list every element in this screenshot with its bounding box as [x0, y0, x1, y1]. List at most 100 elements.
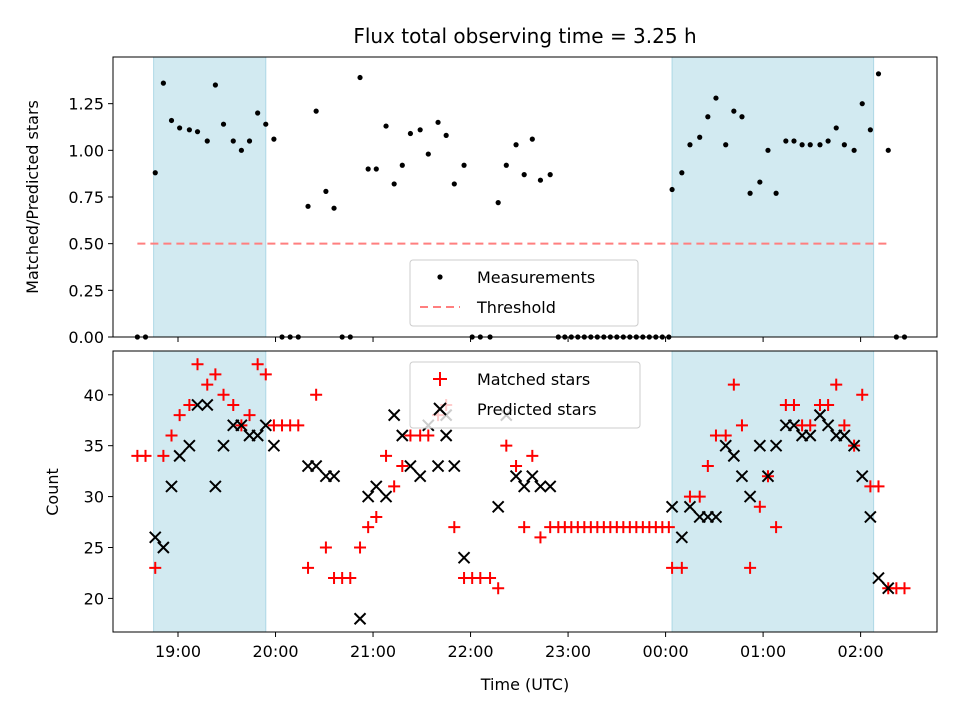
matched-star-point — [838, 419, 851, 432]
y-tick-label: 1.00 — [68, 141, 104, 160]
matched-star-point — [872, 480, 885, 493]
predicted-star-point — [727, 449, 741, 463]
measurement-point — [773, 190, 779, 196]
predicted-star-point — [491, 500, 505, 513]
predicted-star-point — [259, 419, 272, 432]
x-tick-label: 20:00 — [252, 642, 298, 661]
predicted-star-point — [838, 429, 851, 442]
matched-star-point — [201, 378, 214, 391]
matched-star-point — [362, 521, 375, 534]
predicted-star-point — [882, 582, 895, 595]
p1-axes-frame — [112, 350, 938, 633]
matched-star-point — [662, 521, 675, 534]
matched-star-point — [173, 409, 186, 422]
measurement-point — [833, 125, 839, 131]
matched-star-point — [770, 521, 783, 534]
matched-star-point — [510, 460, 523, 473]
measurement-point — [885, 147, 891, 153]
y-tick-label: 0.75 — [68, 188, 104, 207]
predicted-star-point — [709, 510, 723, 524]
matched-star-point — [209, 368, 222, 381]
measurement-point — [851, 147, 857, 153]
predicted-star-point — [864, 510, 877, 524]
matched-star-point — [787, 398, 800, 411]
measurement-point — [383, 123, 389, 129]
matched-star-point — [302, 561, 315, 574]
predicted-star-point — [413, 470, 427, 483]
predicted-star-point — [509, 470, 523, 483]
y-tick-label: 0.50 — [68, 235, 104, 254]
measurement-point — [238, 147, 244, 153]
y-tick-label: 0.25 — [68, 281, 104, 300]
predicted-star-point — [769, 439, 783, 452]
x-tick-label: 19:00 — [155, 642, 201, 661]
matched-star-point — [380, 449, 393, 462]
matched-star-point — [251, 358, 264, 371]
matched-star-point — [534, 531, 547, 544]
predicted-star-point — [856, 470, 869, 483]
matched-star-point — [422, 429, 435, 442]
matched-star-point — [370, 510, 383, 523]
legend-measurements-label: Measurements — [477, 268, 595, 287]
predicted-star-point — [719, 439, 732, 452]
matched-star-point — [518, 521, 531, 534]
predicted-star-point — [448, 459, 461, 473]
matched-star-point — [139, 449, 152, 462]
measurement-point — [204, 138, 210, 144]
y-tick-label: 30 — [84, 488, 104, 507]
measurement-point — [255, 110, 261, 116]
measurement-point — [705, 114, 711, 120]
x-tick-label: 23:00 — [545, 642, 591, 661]
predicted-star-point — [743, 490, 757, 503]
measurement-point — [230, 138, 236, 144]
predicted-star-point — [387, 408, 401, 422]
predicted-star-point — [431, 459, 445, 473]
measurement-point — [547, 172, 553, 178]
matched-star-point — [675, 561, 688, 574]
measurement-point — [451, 181, 457, 187]
predicted-star-point — [534, 480, 547, 493]
matched-star-point — [217, 388, 230, 401]
matched-star-point — [319, 541, 332, 554]
top-panel: 0.00 0.25 0.50 0.75 1.00 1.25 Matched/Predict… — [23, 56, 938, 347]
predicted-star-point — [761, 470, 775, 483]
predicted-star-point — [517, 480, 531, 493]
measurement-point — [461, 162, 467, 168]
measurement-point — [537, 177, 544, 183]
measurement-point — [323, 188, 329, 194]
measurement-point — [357, 74, 363, 81]
p0-x-axis-ticks — [177, 337, 862, 342]
measurement-point — [817, 142, 823, 148]
matched-star-point — [448, 521, 461, 534]
shaded-interval-1 — [671, 350, 875, 633]
matched-star-point — [753, 500, 766, 513]
matched-star-point — [292, 419, 305, 432]
measurement-point — [160, 80, 166, 86]
measurement-point — [391, 181, 397, 187]
predicted-star-point — [404, 459, 417, 473]
legend-matched-marker — [433, 372, 447, 386]
measurement-point — [435, 119, 441, 125]
measurement-point — [425, 151, 431, 157]
x-tick-label: 02:00 — [838, 642, 884, 661]
predicted-star-point — [665, 500, 679, 513]
predicted-star-point — [209, 480, 222, 493]
measurement-point — [825, 138, 831, 144]
predicted-star-point — [173, 449, 186, 463]
p0-shaded-regions — [153, 56, 875, 338]
predicted-star-point — [183, 439, 196, 452]
measurement-point — [859, 101, 865, 107]
predicted-star-point — [813, 408, 827, 422]
predicted-star-point — [309, 459, 323, 473]
measurement-point — [875, 71, 882, 77]
predicted-star-point — [804, 429, 817, 442]
y-tick-label: 40 — [84, 386, 104, 405]
predicted-star-point — [201, 398, 214, 412]
p1-y-axis-label: Count — [43, 468, 62, 516]
measurement-point — [186, 127, 192, 133]
measurement-point — [679, 170, 685, 176]
predicted-star-point — [267, 439, 281, 452]
predicted-star-point — [526, 470, 539, 483]
measurement-point — [503, 162, 509, 168]
